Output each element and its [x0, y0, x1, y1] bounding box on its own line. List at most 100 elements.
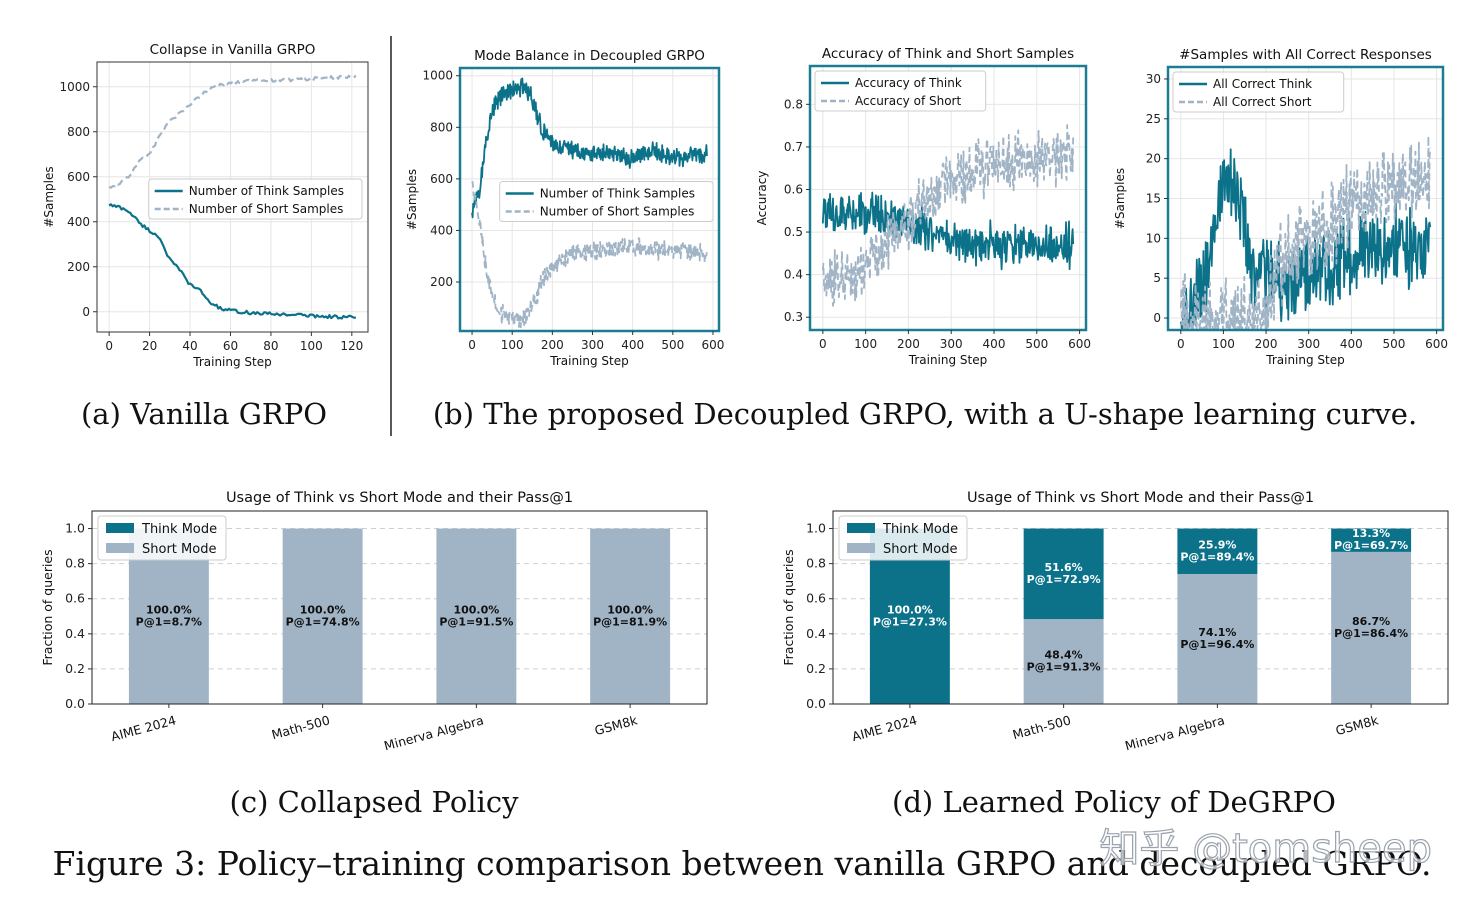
bar-label-think: 13.3%: [1352, 527, 1390, 540]
legend-swatch: [106, 523, 134, 533]
tick-label-y: 1.0: [65, 521, 85, 536]
bar-label-short-pass: P@1=91.3%: [1027, 661, 1101, 674]
tick-label-y: 400: [430, 223, 453, 237]
x-axis-label: Training Step: [192, 355, 272, 369]
tick-label-x: 100: [501, 338, 524, 352]
bar-label-think: 51.6%: [1045, 561, 1083, 574]
tick-label-x: 0: [819, 337, 827, 351]
tick-label-y: 0.7: [784, 140, 803, 154]
plot-frame: [91, 510, 708, 705]
bar-label-think-pass: P@1=27.3%: [873, 615, 947, 628]
tick-label-y: 400: [67, 215, 90, 229]
chart-title: Usage of Think vs Short Mode and their P…: [226, 490, 573, 506]
tick-label-y: 10: [1146, 231, 1161, 245]
bar-short: [436, 528, 517, 704]
tick-label-y: 0.4: [806, 626, 826, 641]
bar-label-short-pass: P@1=74.8%: [286, 615, 360, 628]
series-line-short: [471, 181, 708, 329]
legend-box: [148, 178, 363, 220]
legend-box: [1172, 71, 1345, 113]
tick-label-x: 200: [1255, 337, 1278, 351]
legend-label: Think Mode: [141, 522, 217, 537]
legend-box: [499, 181, 714, 222]
bar-label-short-pass: P@1=91.5%: [439, 615, 513, 628]
bar-think: [1177, 528, 1258, 574]
chart-title: Mode Balance in Decoupled GRPO: [474, 48, 705, 64]
bar-label-think-pass: P@1=89.4%: [1180, 550, 1254, 563]
category-label: AIME 2024: [850, 712, 918, 744]
series-line-think: [1179, 148, 1432, 331]
tick-label-y: 5: [1153, 271, 1161, 285]
y-axis-label: Accuracy: [755, 171, 769, 226]
bar-label-think: 25.9%: [1198, 538, 1236, 551]
tick-label-y: 0.8: [806, 556, 826, 571]
category-label: Minerva Algebra: [1123, 712, 1226, 753]
tick-label-x: 0: [468, 338, 476, 352]
plot-frame: [832, 510, 1449, 705]
category-label: GSM8k: [593, 712, 640, 738]
tick-label-y: 0: [82, 305, 90, 319]
y-axis-label: Fraction of queries: [40, 549, 55, 665]
legend-swatch: [106, 543, 134, 553]
series-line-think: [108, 203, 356, 320]
series-line-short: [1179, 134, 1432, 331]
chart-title: Accuracy of Think and Short Samples: [822, 46, 1074, 62]
legend-label: All Correct Short: [1213, 95, 1312, 109]
tick-label-y: 15: [1146, 192, 1161, 206]
chart-allcorrect: 0 100 200 300 400 500 600 0 5 10 15 20 25 30 #Samples …: [1113, 47, 1448, 367]
tick-label-y: 1000: [59, 80, 90, 94]
bar-short: [1331, 551, 1412, 704]
tick-label-y: 600: [67, 170, 90, 184]
tick-label-x: 100: [854, 337, 877, 351]
bar-label-think-pass: P@1=72.9%: [1027, 573, 1101, 586]
legend-box: [814, 70, 987, 112]
bar-label-short-pass: P@1=8.7%: [136, 615, 202, 628]
bar-think: [1331, 528, 1412, 552]
bar-label-short: 100.0%: [300, 603, 346, 616]
tick-label-y: 30: [1146, 72, 1161, 86]
bar-label-short-pass: P@1=96.4%: [1180, 638, 1254, 651]
tick-label-y: 0.2: [806, 661, 826, 676]
watermark: 知乎 @tomsheep: [1099, 826, 1432, 872]
bar-think: [1023, 528, 1104, 620]
category-label: Math-500: [1011, 712, 1073, 742]
tick-label-x: 300: [940, 337, 963, 351]
tick-label-y: 0.0: [806, 696, 826, 711]
legend: Number of Think Samples Number of Short S…: [148, 178, 363, 220]
x-axis-label: Training Step: [549, 354, 629, 368]
tick-label-y: 800: [67, 125, 90, 139]
category-label: GSM8k: [1334, 712, 1381, 738]
tick-label-x: 600: [1425, 337, 1448, 351]
tick-label-y: 0.6: [65, 591, 85, 606]
legend-label: Accuracy of Short: [855, 94, 961, 108]
category-label: Math-500: [270, 712, 332, 742]
tick-label-x: 300: [581, 338, 604, 352]
tick-label-x: 600: [1068, 337, 1091, 351]
legend-label: Number of Think Samples: [540, 187, 695, 201]
bar-label-think: 100.0%: [887, 603, 933, 616]
bar-short: [590, 528, 671, 704]
bar-label-short: 48.4%: [1045, 649, 1083, 662]
bar-label-short: 74.1%: [1198, 626, 1236, 639]
figure-caption: Figure 3: Policy–training comparison bet…: [53, 844, 1432, 883]
caption-b: (b) The proposed Decoupled GRPO, with a …: [433, 397, 1417, 431]
tick-label-y: 1000: [422, 69, 453, 83]
charts: 0 20 40 60 80 100 12002004006008001000Collapse…: [40, 42, 1449, 753]
chart-balance: 0 100 200 300 400 500 600 200 400 600 800 1000 Mode …: [405, 48, 724, 368]
bar-label-short: 100.0%: [453, 603, 499, 616]
legend-label: Accuracy of Think: [855, 76, 962, 90]
series-line-think: [471, 77, 708, 219]
plot-frame: [96, 61, 369, 333]
series-line-think: [821, 191, 1075, 271]
tick-label-y: 800: [430, 120, 453, 134]
tick-label-x: 0: [1177, 337, 1185, 351]
tick-label-y: 0.3: [784, 310, 803, 324]
category-label: Minerva Algebra: [382, 712, 485, 753]
bar-label-short: 86.7%: [1352, 615, 1390, 628]
legend-label: Number of Short Samples: [189, 202, 344, 216]
x-axis-label: Training Step: [908, 353, 988, 367]
tick-label-y: 25: [1146, 112, 1161, 126]
tick-label-y: 1.0: [806, 521, 826, 536]
tick-label-y: 0.6: [806, 591, 826, 606]
tick-label-x: 300: [1297, 337, 1320, 351]
